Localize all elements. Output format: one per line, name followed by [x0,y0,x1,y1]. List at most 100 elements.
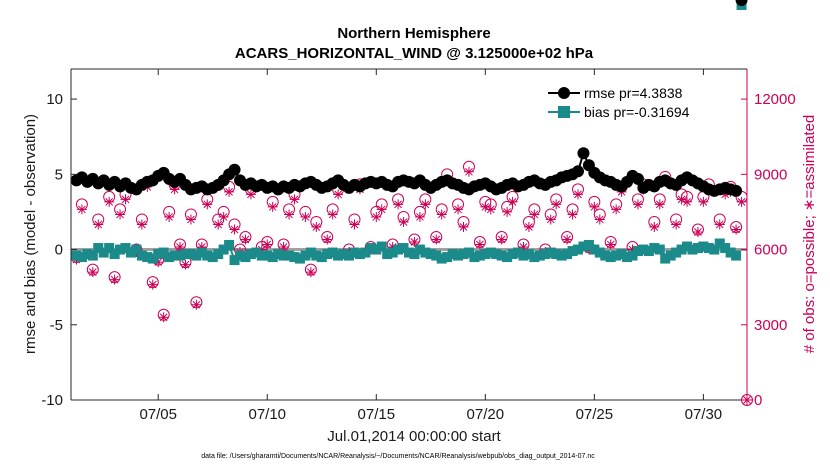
bias-point [627,250,638,261]
obs-assimilated-point [474,239,485,250]
bias-point [120,243,131,254]
bias-point [164,252,175,263]
bias-point [98,247,109,258]
bias-point [136,250,147,261]
bias-point [420,247,431,258]
obs-assimilated-point [605,239,616,250]
x-axis-ticks: 07/05 07/10 07/15 07/20 07/25 07/30 [139,69,722,423]
bias-point [191,250,202,261]
bias-point [251,247,262,258]
bias-point [344,250,355,261]
obs-assimilated-point [153,257,164,268]
bias-point [583,240,594,251]
bias-point [485,247,496,258]
obs-assimilated-point [682,196,693,207]
bias-point [578,241,589,252]
bias-point [425,249,436,260]
obs-assimilated-point [376,204,387,215]
bias-point [196,247,207,258]
obs-assimilated-point [480,201,491,212]
x-tick-label: 07/05 [139,406,177,423]
y-left-tick-label: -10 [41,392,63,409]
bias-point [611,250,622,261]
rmse-series [70,0,748,197]
x-tick-label: 07/15 [358,406,396,423]
bias-point [284,250,295,261]
obs-assimilated-point [311,221,322,232]
obs-assimilated-point [136,219,147,230]
obs-assimilated-point [180,259,191,270]
obs-assimilated-point [240,234,251,245]
bias-point [720,243,731,254]
y-left-tick-label: 10 [46,91,63,108]
y-left-tick-label: 5 [55,166,63,183]
obs-assimilated-point [551,199,562,210]
bias-point [507,249,518,260]
bias-point [333,250,344,261]
obs-assimilated-point [529,209,540,220]
obs-assimilated-point [115,209,126,220]
obs-assimilated-point [485,204,496,215]
obs-assimilated-point [256,244,267,255]
obs-assimilated-point [224,186,235,197]
obs-assimilated-point [218,211,229,222]
obs-assimilated-point [229,224,240,235]
bias-point [414,244,425,255]
bias-point [185,249,196,260]
bias-point [262,250,273,261]
bias-point [698,241,709,252]
bias-point [109,249,120,260]
bias-point [371,244,382,255]
y-right-axis-ticks: 0 3000 6000 9000 12000 [741,91,796,409]
x-tick-label: 07/30 [685,406,723,423]
rmse-point [572,165,584,178]
obs-assimilated-point [627,244,638,255]
bias-point [474,250,485,261]
bias-point [709,244,720,255]
y-right-axis-label: # of obs: o=possible; ∗=assimilated [801,115,818,354]
bias-point [322,249,333,260]
obs-assimilated-point [567,209,578,220]
bias-point [545,247,556,258]
bias-point [131,244,142,255]
obs-assimilated-point [158,312,169,323]
bias-point [567,246,578,257]
y-right-tick-label: 6000 [754,242,787,259]
obs-assimilated-point [562,234,573,245]
obs-assimilated-point [502,206,513,217]
obs-assimilated-point [649,221,660,232]
bias-point [589,244,600,255]
bias-point [687,244,698,255]
obs-assimilated-point [284,209,295,220]
obs-assimilated-point [632,199,643,210]
obs-assimilated-point [436,209,447,220]
y-left-axis-ticks: -10 -5 0 5 10 [41,91,77,409]
chart-title: Northern Hemisphere [337,25,490,42]
obs-assimilated-point [169,184,180,195]
bias-point [447,249,458,260]
bias-point [273,249,284,260]
bias-point [376,241,387,252]
bias-point [605,252,616,263]
bias-point [540,249,551,260]
obs-assimilated-point [278,242,289,253]
bias-point [316,252,327,263]
obs-assimilated-point [692,226,703,237]
obs-assimilated-point [371,211,382,222]
obs-assimilated-point [185,214,196,225]
obs-assimilated-point [202,199,213,210]
x-axis-label: Jul.01,2014 00:00:00 start [327,428,501,445]
bias-point [115,244,126,255]
bias-point [207,252,218,263]
obs-assimilated-point [414,211,425,222]
bias-point [93,243,104,254]
bias-point [349,247,360,258]
rmse-point [735,0,748,6]
bias-point [125,247,136,258]
obs-assimilated-point [305,267,316,278]
obs-assimilated-point [654,199,665,210]
x-tick-label: 07/25 [576,406,614,423]
obs-assimilated-point [76,204,87,215]
bias-point [393,244,404,255]
bias-point [496,250,507,261]
